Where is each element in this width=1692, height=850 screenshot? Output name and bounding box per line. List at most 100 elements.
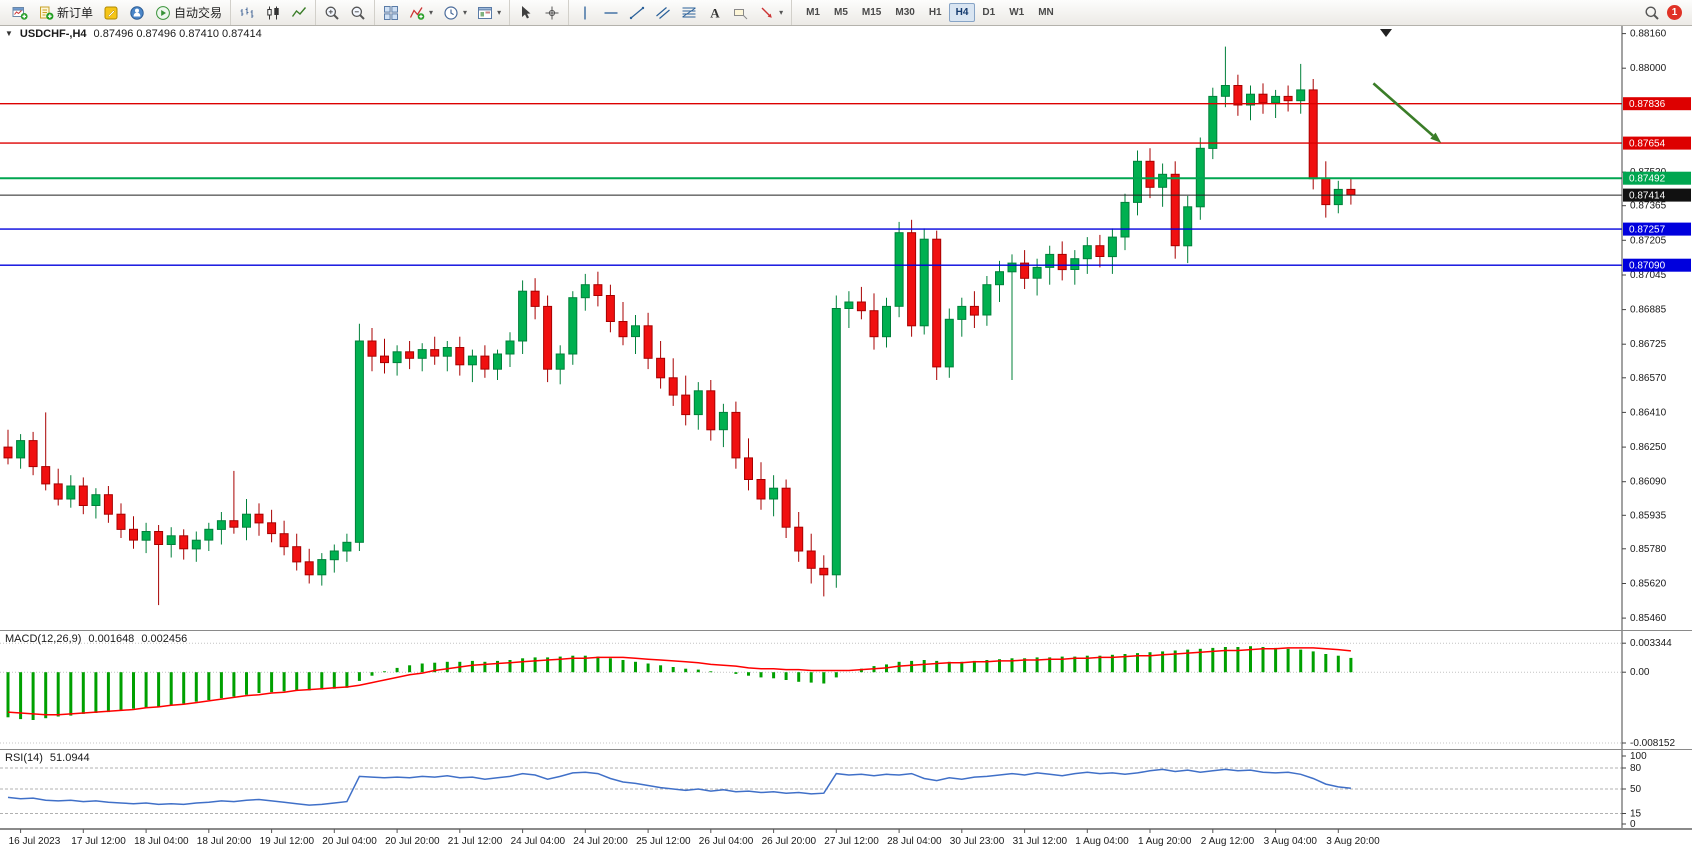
macd-svg[interactable]: 0.003344 0.00 -0.008152: [0, 631, 1692, 749]
timeframe-mn-button[interactable]: MN: [1031, 3, 1061, 22]
candle: [154, 525, 164, 606]
bar-chart-mode-button[interactable]: [234, 2, 260, 24]
templates-button[interactable]: ▾: [472, 2, 506, 24]
price-tick-label: 0.86250: [1630, 442, 1667, 453]
new-chart-button[interactable]: [7, 2, 33, 24]
time-tick-label: 28 Jul 04:00: [887, 836, 942, 847]
rsi-tick-label: 50: [1630, 784, 1642, 795]
timeframe-h4-button[interactable]: H4: [948, 3, 976, 22]
time-tick-label: 18 Jul 04:00: [134, 836, 189, 847]
metaeditor-button[interactable]: [98, 2, 124, 24]
candle: [555, 345, 565, 385]
timeframe-m30-button[interactable]: M30: [888, 3, 921, 22]
candle: [141, 522, 151, 554]
notification-badge[interactable]: 1: [1667, 5, 1682, 20]
candle: [342, 533, 352, 562]
candlestick-chart-mode-button[interactable]: [260, 2, 286, 24]
trend-arrow-annotation[interactable]: [1372, 82, 1442, 143]
macd-tick-label: -0.008152: [1630, 738, 1675, 749]
candle: [455, 336, 465, 376]
candle: [1070, 250, 1080, 285]
trendline-tool-button[interactable]: [624, 2, 650, 24]
rsi-panel[interactable]: 100 80 50 15 0 RSI(14) 51.0944: [0, 749, 1692, 828]
equidistant-channel-tool-button[interactable]: [650, 2, 676, 24]
fibonacci-tool-button[interactable]: [676, 2, 702, 24]
text-label-tool-button[interactable]: [728, 2, 754, 24]
candles-layer: [3, 46, 1356, 606]
toolbar-group-5: [510, 0, 570, 25]
time-tick-label: 24 Jul 20:00: [573, 836, 628, 847]
price-level-tag: 0.87654: [1623, 136, 1691, 150]
search-button[interactable]: [1639, 2, 1665, 24]
candle: [417, 343, 427, 372]
candle: [580, 273, 590, 311]
candle: [656, 341, 666, 389]
horizontal-line-tool-button[interactable]: [598, 2, 624, 24]
timeframe-m1-button[interactable]: M1: [799, 3, 827, 22]
svg-text:0.87257: 0.87257: [1629, 225, 1666, 236]
timeframe-m5-button[interactable]: M5: [827, 3, 855, 22]
vertical-line-tool-button[interactable]: [572, 2, 598, 24]
macd-tick-label: 0.003344: [1630, 638, 1672, 649]
template-icon: [478, 6, 493, 19]
svg-text:0.87090: 0.87090: [1629, 261, 1666, 272]
candle: [530, 278, 540, 320]
rsi-tick-label: 100: [1630, 751, 1647, 762]
candle: [179, 529, 189, 560]
candle: [392, 345, 402, 376]
candle: [317, 553, 327, 586]
time-axis[interactable]: 16 Jul 2023 17 Jul 12:00 18 Jul 04:00 18 Ju…: [0, 828, 1692, 850]
chart-window[interactable]: 0.881600.880000.875200.873650.872050.870…: [0, 26, 1692, 850]
macd-panel[interactable]: 0.003344 0.00 -0.008152 MACD(12,26,9) 0.00…: [0, 630, 1692, 749]
candle: [242, 499, 251, 541]
price-tick-label: 0.87045: [1630, 270, 1667, 281]
line-icon: [291, 6, 307, 17]
crosshair-tool-button[interactable]: [539, 2, 565, 24]
candle: [1057, 241, 1067, 281]
candle: [1082, 237, 1092, 274]
candle: [129, 516, 138, 549]
price-chart-svg[interactable]: 0.881600.880000.875200.873650.872050.870…: [0, 26, 1692, 630]
time-axis-svg[interactable]: 16 Jul 2023 17 Jul 12:00 18 Jul 04:00 18 Ju…: [0, 829, 1692, 850]
price-chart-canvas[interactable]: 0.881600.880000.875200.873650.872050.870…: [0, 26, 1692, 630]
timeframe-d1-button[interactable]: D1: [975, 3, 1002, 22]
candle: [932, 230, 942, 380]
candle: [806, 533, 816, 584]
timeframe-m15-button[interactable]: M15: [855, 3, 888, 22]
time-tick-label: 24 Jul 04:00: [511, 836, 566, 847]
time-tick-label: 1 Aug 20:00: [1138, 836, 1192, 847]
timeframe-w1-button[interactable]: W1: [1002, 3, 1031, 22]
main-chart-panel[interactable]: 0.881600.880000.875200.873650.872050.870…: [0, 26, 1692, 630]
autotrading-button[interactable]: 自动交易: [150, 2, 227, 24]
zoom-in-button[interactable]: [319, 2, 345, 24]
periods-button[interactable]: ▾: [438, 2, 472, 24]
tile-windows-button[interactable]: [378, 2, 404, 24]
candle: [467, 349, 477, 383]
cursor-tool-button[interactable]: [513, 2, 539, 24]
mql5-community-button[interactable]: [124, 2, 150, 24]
candles-icon: [267, 6, 279, 19]
text-tool-button[interactable]: A: [702, 2, 728, 24]
macd-canvas[interactable]: 0.003344 0.00 -0.008152: [0, 631, 1692, 749]
crosshair-icon: [545, 6, 559, 19]
rsi-canvas[interactable]: 100 80 50 15 0: [0, 750, 1692, 828]
timeframe-h1-button[interactable]: H1: [922, 3, 949, 22]
new-order-button[interactable]: 新订单: [33, 2, 98, 24]
macd-tick-label: 0.00: [1630, 667, 1650, 678]
indicators-list-button[interactable]: ▾: [404, 2, 438, 24]
arrows-tool-button[interactable]: ▾: [754, 2, 788, 24]
chart-shift-marker[interactable]: [1380, 29, 1392, 37]
line-chart-mode-button[interactable]: [286, 2, 312, 24]
time-tick-label: 1 Aug 04:00: [1075, 836, 1129, 847]
zoom-out-icon: [351, 6, 365, 20]
price-tick-label: 0.86090: [1630, 477, 1667, 488]
time-tick-label: 20 Jul 04:00: [322, 836, 377, 847]
zoom-out-button[interactable]: [345, 2, 371, 24]
candle: [1133, 150, 1142, 216]
candle: [518, 280, 528, 354]
tile-icon: [384, 5, 399, 20]
svg-text:0.87654: 0.87654: [1629, 139, 1666, 150]
bars-icon: [240, 7, 254, 18]
price-tick-label: 0.86725: [1630, 339, 1667, 350]
